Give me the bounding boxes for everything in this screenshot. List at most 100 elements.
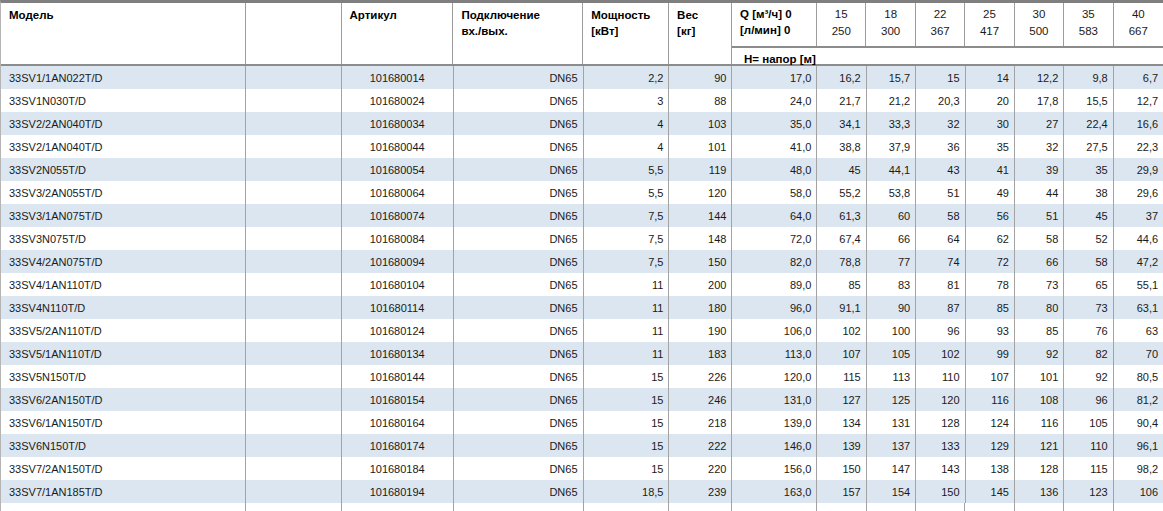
table-row: 33SV6/1AN150T/D 101680164 DN65 15 218 13… (1, 411, 1163, 434)
head-25-cell: 14 (966, 66, 1015, 89)
article-cell: 101680154 (342, 388, 454, 411)
connection-cell: DN65 (454, 66, 584, 89)
head-18-cell: 33,3 (867, 112, 916, 135)
head-15-cell: 102 (817, 319, 866, 342)
head-40-cell: 63,1 (1114, 296, 1163, 319)
head-15-cell: 85 (817, 273, 866, 296)
head-35-cell: 35 (1064, 158, 1113, 181)
article-cell: 101680164 (342, 411, 454, 434)
article-cell: 101680014 (342, 66, 454, 89)
head-22-cell: 36 (916, 135, 965, 158)
stub-cell (1015, 503, 1064, 511)
head-40-cell: 63 (1114, 319, 1163, 342)
table-row: 33SV3/2AN055T/D 101680064 DN65 5,5 120 5… (1, 181, 1163, 204)
head-q0-cell: 156,0 (732, 457, 817, 480)
head-15-cell: 45 (817, 158, 866, 181)
head-35-cell: 52 (1064, 227, 1113, 250)
head-30-cell: 44 (1015, 181, 1064, 204)
head-q0-cell: 17,0 (732, 66, 817, 89)
head-30-cell: 51 (1015, 204, 1064, 227)
model-cell: 33SV5N150T/D (1, 365, 246, 388)
head-18-cell: 105 (867, 342, 916, 365)
head-q0-cell: 96,0 (732, 296, 817, 319)
column-header-power: Мощность [кВт] (583, 3, 669, 64)
head-15-cell: 91,1 (817, 296, 866, 319)
connection-cell: DN65 (454, 250, 584, 273)
head-18-cell: 15,7 (867, 66, 916, 89)
table-row: 33SV4/2AN075T/D 101680094 DN65 7,5 150 8… (1, 250, 1163, 273)
head-15-cell: 139 (817, 434, 866, 457)
flow-lmin: 417 (965, 23, 1013, 40)
head-22-cell: 102 (916, 342, 965, 365)
head-q0-cell: 146,0 (732, 434, 817, 457)
spacer-cell (246, 181, 342, 204)
head-22-cell: 133 (916, 434, 965, 457)
weight-cell: 101 (669, 135, 732, 158)
column-header-flow-30: 30 500 (1015, 3, 1064, 46)
head-30-cell: 17,8 (1015, 89, 1064, 112)
head-22-cell: 143 (916, 457, 965, 480)
head-40-cell: 22,3 (1114, 135, 1163, 158)
stub-cell (342, 503, 454, 511)
head-35-cell: 15,5 (1064, 89, 1113, 112)
head-30-cell: 128 (1015, 457, 1064, 480)
head-35-cell: 105 (1064, 411, 1113, 434)
head-25-cell: 62 (966, 227, 1015, 250)
head-15-cell: 127 (817, 388, 866, 411)
power-cell: 15 (584, 411, 670, 434)
head-18-cell: 77 (867, 250, 916, 273)
head-30-cell: 32 (1015, 135, 1064, 158)
weight-cell: 90 (669, 66, 732, 89)
article-cell: 101680194 (342, 480, 454, 503)
head-22-cell: 15 (916, 66, 965, 89)
head-22-cell: 20,3 (916, 89, 965, 112)
head-35-cell: 92 (1064, 365, 1113, 388)
connection-cell: DN65 (454, 112, 584, 135)
flow-m3h: 30 (1015, 6, 1063, 23)
connection-cell: DN65 (454, 135, 584, 158)
column-header-spacer (246, 3, 342, 64)
head-q0-cell: 106,0 (732, 319, 817, 342)
power-cell: 11 (584, 296, 670, 319)
head-25-cell: 72 (966, 250, 1015, 273)
table-row: 33SV2/1AN040T/D 101680044 DN65 4 101 41,… (1, 135, 1163, 158)
head-40-cell: 81,2 (1114, 388, 1163, 411)
weight-cell: 144 (669, 204, 732, 227)
head-35-cell: 45 (1064, 204, 1113, 227)
stub-cell (584, 503, 670, 511)
head-25-cell: 129 (966, 434, 1015, 457)
head-q0-cell: 58,0 (732, 181, 817, 204)
table-row: 33SV7/1AN185T/D 101680194 DN65 18,5 239 … (1, 480, 1163, 503)
head-15-cell: 150 (817, 457, 866, 480)
head-q0-cell: 89,0 (732, 273, 817, 296)
spacer-cell (246, 66, 342, 89)
head-30-cell: 116 (1015, 411, 1064, 434)
head-15-cell: 55,2 (817, 181, 866, 204)
head-15-cell: 34,1 (817, 112, 866, 135)
head-30-cell: 121 (1015, 434, 1064, 457)
flow-m3h: 25 (965, 6, 1013, 23)
head-30-cell: 39 (1015, 158, 1064, 181)
head-25-cell: 78 (966, 273, 1015, 296)
head-q0-cell: 82,0 (732, 250, 817, 273)
weight-cell: 150 (669, 250, 732, 273)
head-18-cell: 21,2 (867, 89, 916, 112)
head-18-cell: 100 (867, 319, 916, 342)
power-cell: 7,5 (584, 227, 670, 250)
power-cell: 15 (584, 365, 670, 388)
head-30-cell: 73 (1015, 273, 1064, 296)
head-15-cell: 115 (817, 365, 866, 388)
spacer-cell (246, 227, 342, 250)
connection-label-line2: вх./вых. (461, 24, 576, 40)
head-15-cell: 67,4 (817, 227, 866, 250)
model-cell: 33SV7/2AN150T/D (1, 457, 246, 480)
head-q0-cell: 113,0 (732, 342, 817, 365)
power-cell: 3 (584, 89, 670, 112)
weight-cell: 220 (669, 457, 732, 480)
flow-lmin: 300 (866, 23, 914, 40)
head-18-cell: 37,9 (867, 135, 916, 158)
head-22-cell: 87 (916, 296, 965, 319)
spacer-cell (246, 135, 342, 158)
stub-cell (1, 503, 246, 511)
head-35-cell: 123 (1064, 480, 1113, 503)
